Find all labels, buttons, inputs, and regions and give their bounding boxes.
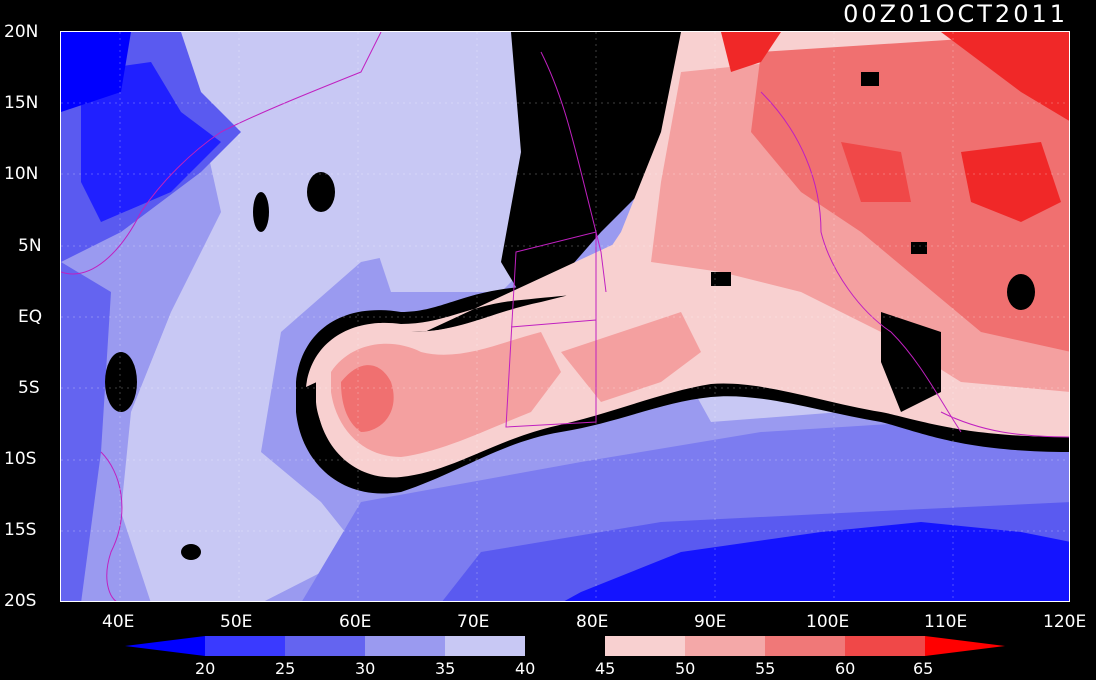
colorbar-swatch [205, 636, 285, 656]
coastline [100, 451, 123, 601]
deep-blue-region [81, 62, 221, 222]
black-patch [861, 72, 879, 86]
black-contour-band [501, 32, 701, 312]
coastline [61, 32, 382, 275]
colorbar-label: 30 [355, 659, 376, 678]
deep-blue-region [61, 32, 131, 112]
region-box-outline [505, 231, 597, 428]
deep-red-region [941, 32, 1069, 121]
colorbar-label: 40 [515, 659, 536, 678]
x-tick-label: 100E [806, 612, 850, 632]
x-tick-label: 110E [924, 612, 968, 632]
colorbar-swatch [365, 636, 445, 656]
contour-map [60, 31, 1070, 602]
black-patch [307, 172, 335, 212]
x-tick-label: 80E [576, 612, 609, 632]
time-stamp-title: 00Z01OCT2011 [843, 0, 1068, 28]
mid-red-region [341, 365, 394, 432]
grid-lines [61, 32, 1069, 601]
black-patch [911, 242, 927, 254]
y-tick-label: 5S [18, 378, 40, 398]
colorbar-arrow-high [925, 636, 1005, 656]
deep-red-region [961, 142, 1061, 222]
y-tick-label: 20S [4, 591, 37, 611]
colorbar-swatch [765, 636, 845, 656]
colorbar-label: 65 [913, 659, 934, 678]
colorbar-swatch [845, 636, 925, 656]
black-patch [181, 544, 201, 560]
colorbar-label: 20 [195, 659, 216, 678]
colorbar-swatch [445, 636, 525, 656]
colorbar-label: 35 [435, 659, 456, 678]
contour-map-canvas [61, 32, 1069, 601]
pale-blue-region [121, 32, 531, 601]
x-tick-label: 120E [1043, 612, 1087, 632]
y-tick-label: 10N [4, 164, 39, 184]
mid-red-region [751, 32, 1069, 352]
x-tick-label: 70E [457, 612, 490, 632]
colorbar-swatch [285, 636, 365, 656]
deep-red-region [721, 32, 781, 72]
black-patch [711, 272, 731, 286]
y-tick-label: 5N [18, 236, 42, 256]
x-tick-label: 40E [102, 612, 135, 632]
y-tick-label: 20N [4, 22, 39, 42]
colorbar-label: 25 [275, 659, 296, 678]
colorbar [125, 636, 1005, 656]
colorbar-label: 45 [595, 659, 616, 678]
y-tick-label: 10S [4, 449, 37, 469]
colorbar-arrow-low [125, 636, 205, 656]
colorbar-swatch [525, 636, 605, 656]
colorbar-swatches [125, 636, 1005, 656]
colorbar-swatch [605, 636, 685, 656]
coastline [760, 91, 962, 433]
colorbar-swatch [685, 636, 765, 656]
deep-red-region [841, 142, 911, 202]
black-patch [105, 352, 137, 412]
x-tick-label: 60E [339, 612, 372, 632]
x-tick-label: 50E [220, 612, 253, 632]
y-tick-label: EQ [18, 307, 43, 327]
colorbar-label: 55 [755, 659, 776, 678]
coastline [940, 411, 1069, 438]
colorbar-label: 50 [675, 659, 696, 678]
y-tick-label: 15N [4, 93, 39, 113]
black-patch [1007, 274, 1035, 310]
colorbar-label: 60 [835, 659, 856, 678]
y-tick-label: 15S [4, 520, 37, 540]
black-patch [253, 192, 269, 232]
x-tick-label: 90E [694, 612, 727, 632]
coastline [540, 51, 607, 293]
deep-blue-region [564, 522, 1069, 601]
light-red-region [331, 332, 561, 457]
mid-blue-region [61, 262, 111, 601]
